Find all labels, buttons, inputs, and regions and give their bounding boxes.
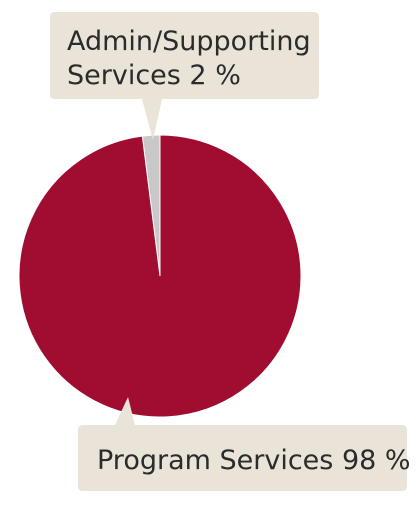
callout-program-label: Program Services 98 % [97,445,411,476]
callout-admin-box [50,12,319,140]
pie-slice-program [18,134,302,418]
callout-program-box [78,397,407,491]
callout-admin-label-line1: Admin/Supporting [67,26,311,57]
callout-program: Program Services 98 % [78,397,411,491]
callout-admin-label-line2: Services 2 % [67,60,241,91]
callout-admin: Admin/Supporting Services 2 % [50,12,319,140]
pie-slices [18,134,302,418]
